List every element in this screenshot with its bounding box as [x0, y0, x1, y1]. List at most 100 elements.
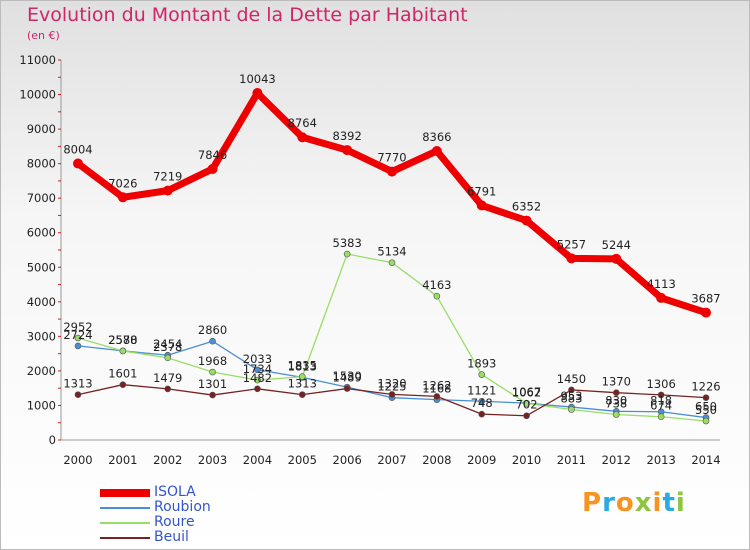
y-tick-label: 5000 [27, 260, 56, 274]
x-tick-label: 2003 [198, 453, 227, 467]
data-label-beuil: 1489 [333, 371, 362, 385]
data-label-isola: 7770 [377, 151, 406, 165]
data-point-isola [387, 166, 397, 177]
data-point-beuil [523, 412, 530, 420]
x-tick-label: 2013 [647, 453, 676, 467]
data-point-isola [297, 132, 308, 143]
y-tick-label: 4000 [27, 295, 56, 309]
data-point-beuil [433, 393, 441, 400]
data-point-roure [612, 411, 620, 418]
logo-letter: P [582, 488, 603, 518]
data-label-roure: 738 [605, 397, 627, 411]
y-tick-label: 7000 [27, 191, 56, 205]
data-label-roubion: 1813 [288, 359, 317, 373]
data-label-roubion: 650 [695, 400, 717, 414]
data-point-roure [254, 376, 261, 384]
data-label-beuil: 1313 [63, 377, 92, 391]
data-label-roubion: 2724 [63, 328, 92, 342]
data-label-isola: 8764 [288, 116, 317, 130]
data-label-beuil: 1301 [198, 377, 227, 391]
x-tick-label: 2006 [333, 453, 362, 467]
legend-label: ISOLA [154, 484, 196, 500]
data-point-beuil [298, 391, 306, 398]
data-label-roure: 5383 [333, 236, 362, 250]
x-tick-label: 2012 [602, 453, 631, 467]
y-tick-label: 3000 [27, 329, 56, 343]
data-label-isola: 8004 [63, 142, 92, 156]
data-point-beuil [209, 391, 216, 399]
data-label-beuil: 748 [471, 396, 493, 410]
x-tick-label: 2005 [288, 453, 317, 467]
data-point-roure [388, 259, 396, 266]
data-label-roure: 1734 [243, 362, 272, 376]
data-label-roubion: 830 [605, 393, 627, 407]
x-tick-label: 2004 [243, 453, 272, 467]
data-point-roure [657, 413, 665, 421]
x-tick-label: 2010 [512, 453, 541, 467]
data-label-beuil: 1262 [422, 378, 451, 392]
y-tick-label: 1000 [27, 398, 56, 412]
legend-swatch [100, 537, 150, 539]
data-point-isola [117, 192, 128, 203]
data-label-roubion: 2033 [243, 352, 272, 366]
y-tick-label: 10000 [19, 88, 56, 102]
data-point-roubion [74, 342, 82, 350]
data-point-roubion [478, 397, 486, 405]
data-point-beuil [164, 385, 172, 393]
data-point-isola [521, 215, 532, 226]
data-label-beuil: 1601 [108, 367, 137, 381]
data-label-isola: 5257 [557, 237, 586, 251]
legend-swatch [100, 522, 150, 524]
data-label-roubion: 1067 [512, 385, 541, 399]
data-point-isola [207, 163, 218, 174]
data-label-beuil: 1479 [153, 371, 182, 385]
data-label-isola: 7026 [108, 176, 137, 190]
data-label-roubion: 953 [560, 389, 582, 403]
data-point-isola [566, 253, 577, 264]
data-point-roure [119, 347, 127, 355]
data-label-isola: 3687 [691, 292, 720, 306]
data-label-roubion: 1168 [422, 382, 451, 396]
data-point-beuil [119, 381, 127, 388]
legend-label: Roure [154, 514, 195, 530]
data-point-beuil [478, 410, 486, 418]
legend-label: Beuil [154, 529, 189, 545]
logo-letter: r [602, 488, 616, 518]
data-point-isola [162, 185, 173, 196]
data-point-isola [701, 307, 711, 318]
data-label-isola: 5244 [602, 238, 631, 252]
data-point-isola [252, 88, 263, 99]
data-label-isola: 6791 [467, 184, 496, 198]
y-tick-label: 0 [49, 433, 56, 447]
data-point-beuil [254, 385, 261, 393]
data-label-roure: 2952 [63, 320, 92, 334]
series-line-isola [75, 89, 708, 316]
data-label-isola: 7219 [153, 170, 182, 184]
data-point-isola [656, 292, 667, 303]
data-point-roure [164, 354, 172, 362]
logo-letter: i [652, 488, 663, 518]
data-point-roure [433, 292, 441, 300]
y-tick-label: 2000 [27, 364, 56, 378]
data-point-roure [702, 417, 710, 425]
x-tick-label: 2000 [63, 453, 92, 467]
legend-label: Roubion [154, 499, 211, 515]
y-tick-label: 6000 [27, 226, 56, 240]
data-label-beuil: 1313 [288, 377, 317, 391]
data-point-roubion [254, 366, 261, 374]
data-label-roure: 5134 [377, 245, 406, 259]
data-label-beuil: 702 [516, 398, 538, 412]
data-point-beuil [568, 386, 575, 394]
data-point-roure [343, 250, 351, 258]
data-label-beuil: 1226 [691, 380, 720, 394]
proxiti-logo: Proxiti [582, 488, 686, 518]
data-point-beuil [657, 391, 665, 399]
logo-letter: x [634, 488, 653, 518]
data-label-beuil: 1306 [647, 377, 676, 391]
x-tick-label: 2002 [153, 453, 182, 467]
data-label-roubion: 1530 [333, 369, 362, 383]
data-label-roubion: 1121 [467, 383, 496, 397]
data-point-beuil [74, 391, 82, 398]
